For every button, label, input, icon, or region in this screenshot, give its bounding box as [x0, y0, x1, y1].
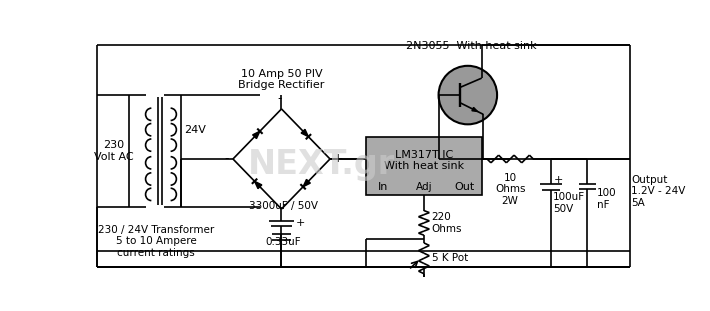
Text: 24V: 24V	[185, 125, 207, 135]
Text: Adj: Adj	[415, 183, 432, 193]
Text: +: +	[295, 218, 305, 228]
Text: LM317T IC
With heat sink: LM317T IC With heat sink	[384, 150, 464, 171]
Text: 230 / 24V Transformer
5 to 10 Ampere
current ratings: 230 / 24V Transformer 5 to 10 Ampere cur…	[98, 225, 214, 258]
Text: Out: Out	[454, 183, 475, 193]
Polygon shape	[301, 129, 308, 137]
Text: 5 K Pot: 5 K Pot	[432, 253, 468, 263]
Text: NEXT.gr: NEXT.gr	[248, 148, 395, 181]
Text: 230
Volt AC: 230 Volt AC	[94, 141, 133, 162]
Text: +: +	[553, 175, 562, 185]
Text: -: -	[224, 152, 229, 165]
Bar	[366, 137, 481, 195]
Polygon shape	[253, 131, 260, 139]
Text: 220
Ohms: 220 Ohms	[432, 212, 462, 234]
Ellipse shape	[439, 66, 497, 124]
Text: 0.33uF: 0.33uF	[266, 237, 301, 247]
Polygon shape	[255, 181, 262, 189]
Text: Output
1.2V - 24V
5A: Output 1.2V - 24V 5A	[631, 175, 685, 208]
Text: 10 Amp 50 PIV
Bridge Rectifier: 10 Amp 50 PIV Bridge Rectifier	[239, 69, 324, 91]
Text: +: +	[332, 152, 343, 165]
Polygon shape	[472, 107, 478, 111]
Text: In: In	[378, 183, 388, 193]
Text: 2N3055  With heat sink: 2N3055 With heat sink	[406, 41, 537, 51]
Text: 3300uF / 50V: 3300uF / 50V	[248, 201, 317, 211]
Text: -: -	[277, 92, 281, 105]
Polygon shape	[303, 179, 310, 187]
Text: 100uF
50V: 100uF 50V	[553, 192, 586, 214]
Text: 10
Ohms
2W: 10 Ohms 2W	[495, 173, 525, 206]
Text: 100
nF: 100 nF	[597, 188, 617, 210]
